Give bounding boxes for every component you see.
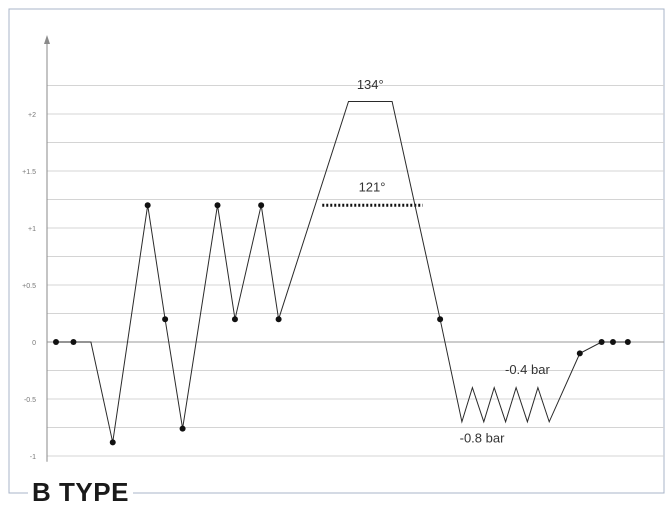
y-tick-label: +1 <box>28 226 36 233</box>
data-point <box>231 316 238 323</box>
y-tick-label: +0.5 <box>22 283 36 290</box>
data-point <box>179 425 186 432</box>
data-point <box>437 316 444 323</box>
y-tick-label: -0.5 <box>24 397 36 404</box>
annotation-label: -0.8 bar <box>460 430 505 445</box>
y-tick-labels: +2 +1.5 +1 +0.5 0 -0.5 -1 <box>22 112 36 461</box>
gridlines <box>47 85 664 457</box>
series-line <box>56 101 628 443</box>
data-point <box>53 339 59 345</box>
data-point <box>214 202 221 209</box>
chart-border <box>8 8 665 494</box>
data-point <box>144 202 151 209</box>
data-point <box>598 339 605 345</box>
data-point <box>576 350 583 357</box>
annotation-label: 134° <box>357 77 384 92</box>
data-point <box>609 339 616 345</box>
annotation-label: -0.4 bar <box>505 362 550 377</box>
data-point <box>258 202 265 209</box>
y-tick-label: +1.5 <box>22 169 36 176</box>
data-point <box>275 316 282 323</box>
data-point <box>624 339 631 345</box>
annotations: 134° 121° -0.4 bar -0.8 bar <box>357 77 551 445</box>
chart-title: B TYPE <box>28 478 133 506</box>
y-tick-label: +2 <box>28 112 36 119</box>
y-tick-label: 0 <box>32 340 36 347</box>
y-tick-label: -1 <box>30 454 36 461</box>
annotation-label: 121° <box>359 180 386 195</box>
axes <box>44 35 50 462</box>
series-line-path <box>56 101 628 443</box>
data-point <box>109 439 116 446</box>
y-axis-arrow <box>44 35 50 44</box>
data-markers <box>53 202 631 446</box>
data-point <box>70 339 77 345</box>
data-point <box>162 316 169 323</box>
